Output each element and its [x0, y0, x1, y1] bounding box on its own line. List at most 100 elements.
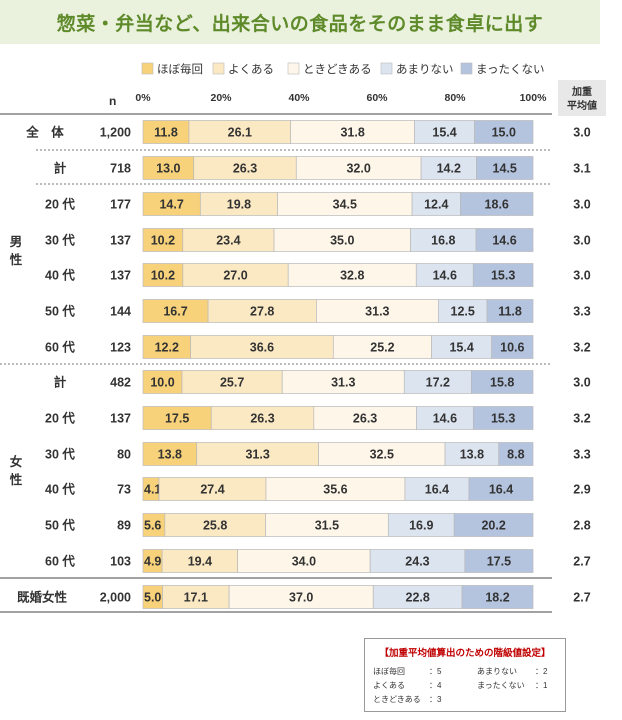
bar-value-label: 10.2: [151, 234, 175, 248]
legend-swatch: [141, 62, 154, 75]
note-item-value: ：3: [429, 695, 442, 704]
weighted-avg-value: 3.0: [573, 234, 590, 248]
bar-value-label: 19.8: [227, 198, 251, 212]
weighted-avg-header: 平均値: [567, 99, 597, 112]
bar-segment: [468, 477, 534, 501]
n-column-label: n: [109, 94, 116, 108]
bar-segment: [486, 299, 534, 323]
row-label: 既婚女性: [17, 590, 68, 605]
weighted-avg-value: 3.0: [573, 269, 590, 283]
bar-value-label: 26.3: [353, 412, 377, 426]
bar-segment: [461, 585, 534, 609]
legend-swatch: [287, 62, 300, 75]
scale-note-title: 【加重平均値算出のための階級値設定】: [379, 648, 551, 659]
bar-value-label: 31.3: [245, 448, 269, 462]
weighted-avg-header: 加重: [571, 85, 592, 98]
row-label: 計: [54, 375, 67, 390]
bar-value-label: 36.6: [250, 341, 274, 355]
bar-value-label: 13.8: [158, 448, 182, 462]
bar-value-label: 11.8: [498, 305, 522, 319]
row-n: 80: [117, 448, 131, 462]
bar-segment: [472, 263, 534, 287]
legend-swatch: [212, 62, 225, 75]
row-n: 144: [110, 305, 131, 319]
x-tick-label: 20%: [210, 92, 232, 104]
note-item-label: ときどきある: [373, 695, 421, 704]
bar-value-label: 15.3: [491, 269, 515, 283]
group-label: 女: [10, 454, 23, 469]
row-n: 137: [110, 412, 131, 426]
bar-value-label: 17.1: [184, 591, 208, 605]
bar-value-label: 31.3: [365, 305, 389, 319]
weighted-avg-value: 3.1: [573, 162, 590, 176]
bar-value-label: 25.7: [220, 376, 244, 390]
bar-segment: [476, 156, 534, 180]
bar-segment: [464, 549, 534, 573]
bar-value-label: 14.5: [493, 162, 517, 176]
legend-swatch: [460, 62, 473, 75]
bar-value-label: 5.0: [144, 591, 161, 605]
bar-value-label: 25.2: [370, 341, 394, 355]
row-label: 30 代: [45, 447, 75, 462]
bar-value-label: 12.5: [451, 305, 475, 319]
bar-value-label: 31.8: [340, 126, 364, 140]
bar-value-label: 16.8: [431, 234, 455, 248]
bar-value-label: 12.2: [155, 341, 179, 355]
legend-label: あまりない: [396, 63, 454, 76]
bar-value-label: 12.4: [424, 198, 448, 212]
bar-value-label: 17.5: [165, 412, 189, 426]
row-label: 50 代: [45, 518, 75, 533]
bar-value-label: 11.8: [154, 126, 178, 140]
note-item-value: ：5: [429, 667, 442, 676]
bar-value-label: 16.4: [489, 483, 513, 497]
legend-label: まったくない: [476, 63, 545, 76]
bar-value-label: 14.6: [433, 269, 457, 283]
bar-value-label: 10.6: [500, 341, 524, 355]
x-tick-label: 40%: [288, 92, 310, 104]
bar-value-label: 35.0: [330, 234, 354, 248]
group-label: 男: [10, 235, 23, 249]
weighted-avg-value: 3.2: [573, 412, 590, 426]
row-n: 123: [110, 341, 131, 355]
bar-value-label: 14.2: [437, 162, 461, 176]
bar-value-label: 27.0: [223, 269, 247, 283]
bar-value-label: 16.4: [425, 483, 449, 497]
bar-value-label: 27.4: [200, 483, 224, 497]
weighted-avg-header-box: [558, 80, 606, 116]
bar-value-label: 20.2: [481, 519, 505, 533]
bar-value-label: 10.2: [151, 269, 175, 283]
bar-segment: [453, 513, 534, 537]
bar-value-label: 34.5: [333, 198, 357, 212]
bar-value-label: 8.8: [507, 448, 524, 462]
bar-value-label: 25.8: [203, 519, 227, 533]
row-n: 1,200: [100, 126, 131, 140]
weighted-avg-value: 2.7: [573, 591, 590, 605]
bar-value-label: 5.6: [144, 519, 161, 533]
row-label: 20 代: [45, 411, 75, 426]
note-item-label: あまりない: [477, 667, 517, 676]
weighted-avg-value: 3.0: [573, 198, 590, 212]
bar-value-label: 19.4: [188, 555, 212, 569]
bar-value-label: 14.6: [492, 234, 516, 248]
weighted-avg-value: 3.0: [573, 126, 590, 140]
bar-value-label: 31.5: [315, 519, 339, 533]
bar-value-label: 26.1: [228, 126, 252, 140]
row-label: 40 代: [45, 482, 75, 497]
bar-value-label: 34.0: [292, 555, 316, 569]
x-tick-label: 100%: [520, 92, 548, 104]
note-item-value: ：2: [535, 667, 548, 676]
bar-value-label: 35.6: [323, 483, 347, 497]
row-label: 30 代: [45, 233, 75, 248]
bar-value-label: 18.2: [485, 591, 509, 605]
legend-label: よくある: [228, 63, 274, 76]
bar-value-label: 13.0: [156, 162, 180, 176]
row-label: 60 代: [45, 554, 75, 569]
row-label: 全 体: [25, 125, 64, 140]
bar-segment: [498, 442, 534, 466]
chart-title: 惣菜・弁当など、出来合いの食品をそのまま食卓に出す: [56, 13, 544, 35]
row-n: 103: [110, 555, 131, 569]
bar-segment: [475, 228, 534, 252]
row-label: 計: [54, 161, 67, 176]
bar-value-label: 31.3: [331, 376, 355, 390]
x-tick-label: 80%: [444, 92, 466, 104]
